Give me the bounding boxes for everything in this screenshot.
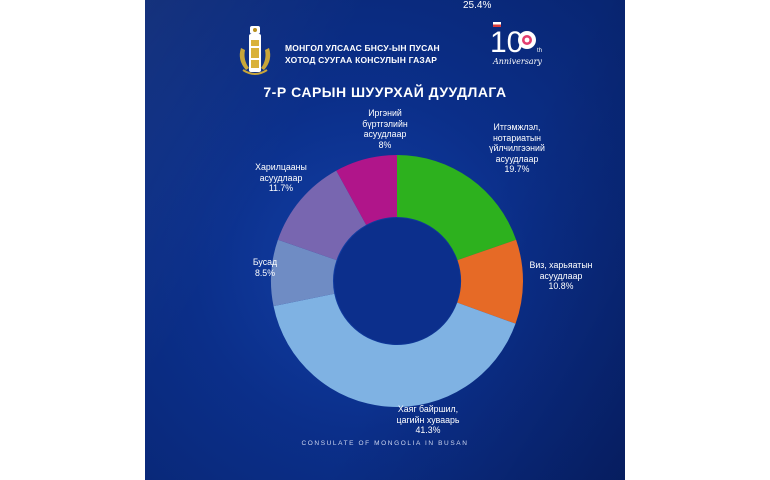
donut-slice (397, 155, 517, 261)
mongolia-emblem-icon (237, 26, 273, 78)
slice-label: Бусад 8.5% (240, 257, 290, 278)
slice-label-line: асуудлаар (495, 153, 539, 164)
slice-label-line: Бусад (252, 257, 278, 267)
slice-label-line: нотариатын (492, 132, 542, 143)
anniversary-number: 10 (490, 26, 523, 59)
slice-label-line: Итгэмжлэл, (493, 122, 541, 132)
slice-label: Хаяг байршил, цагийн хуваарь 41.3% (368, 404, 488, 436)
anniversary-script: Anniversary (492, 57, 542, 66)
consulate-name-line2: ХОТОД СУУГАА КОНСУЛЫН ГАЗАР (285, 55, 438, 65)
infographic-poster: 25.4% МОНГОЛ УЛСААС БНСУ-ЫН ПУСАН ХОТОД … (145, 0, 625, 480)
consulate-name-line1: МОНГОЛ УЛСААС БНСУ-ЫН ПУСАН (285, 43, 440, 53)
donut-chart (271, 155, 523, 407)
donut-slice (336, 155, 397, 225)
donut-hole (334, 218, 460, 344)
footer-text: CONSULATE OF MONGOLIA IN BUSAN (301, 440, 469, 447)
donut-slice (271, 239, 337, 307)
slice-label-line: үйлчилгээний (489, 143, 545, 153)
slice-label-line: Хаяг байршил, (397, 404, 459, 414)
slice-label-line: асуудлаар (259, 172, 303, 183)
slice-value-label: 11.7% (268, 183, 294, 193)
slice-label-line: асуудлаар (363, 129, 407, 139)
slice-label: Виз, харьяатын асуудлаар 10.8% (511, 260, 611, 292)
anniversary-suffix: th (537, 48, 542, 54)
slice-label: Итгэмжлэл, нотариатын үйлчилгээний асуудлаа… (462, 122, 572, 175)
slice-value-label: 19.7% (504, 164, 530, 174)
slice-label-line: Харилцааны (255, 162, 307, 172)
slice-value-label: 41.3% (415, 425, 441, 435)
donut-slice (277, 170, 367, 261)
top-cropped-value: 25.4% (463, 0, 492, 11)
slice-value-label: 8.5% (254, 267, 276, 278)
slice-label: Харилцааны асуудлаар 11.7% (246, 162, 316, 194)
consulate-name: МОНГОЛ УЛСААС БНСУ-ЫН ПУСАН ХОТОД СУУГАА… (285, 42, 475, 66)
slice-label-line: Виз, харьяатын (529, 260, 593, 270)
chart-title: 7-Р САРЫН ШУУРХАЙ ДУУДЛАГА (263, 84, 507, 100)
slice-label-line: бүртгэлийн (362, 118, 408, 129)
donut-slice (457, 239, 523, 324)
anniversary-logo: 10 th Anniversary (487, 18, 557, 78)
slice-label-line: асуудлаар (539, 270, 583, 281)
slice-label: Иргэний бүртгэлийн асуудлаар 8% (350, 108, 420, 150)
slice-value-label: 10.8% (548, 281, 574, 291)
slice-value-label: 8% (378, 139, 392, 150)
slice-label-line: Иргэний (368, 108, 402, 118)
slice-label-line: цагийн хуваарь (396, 414, 460, 425)
donut-slice (273, 293, 516, 407)
